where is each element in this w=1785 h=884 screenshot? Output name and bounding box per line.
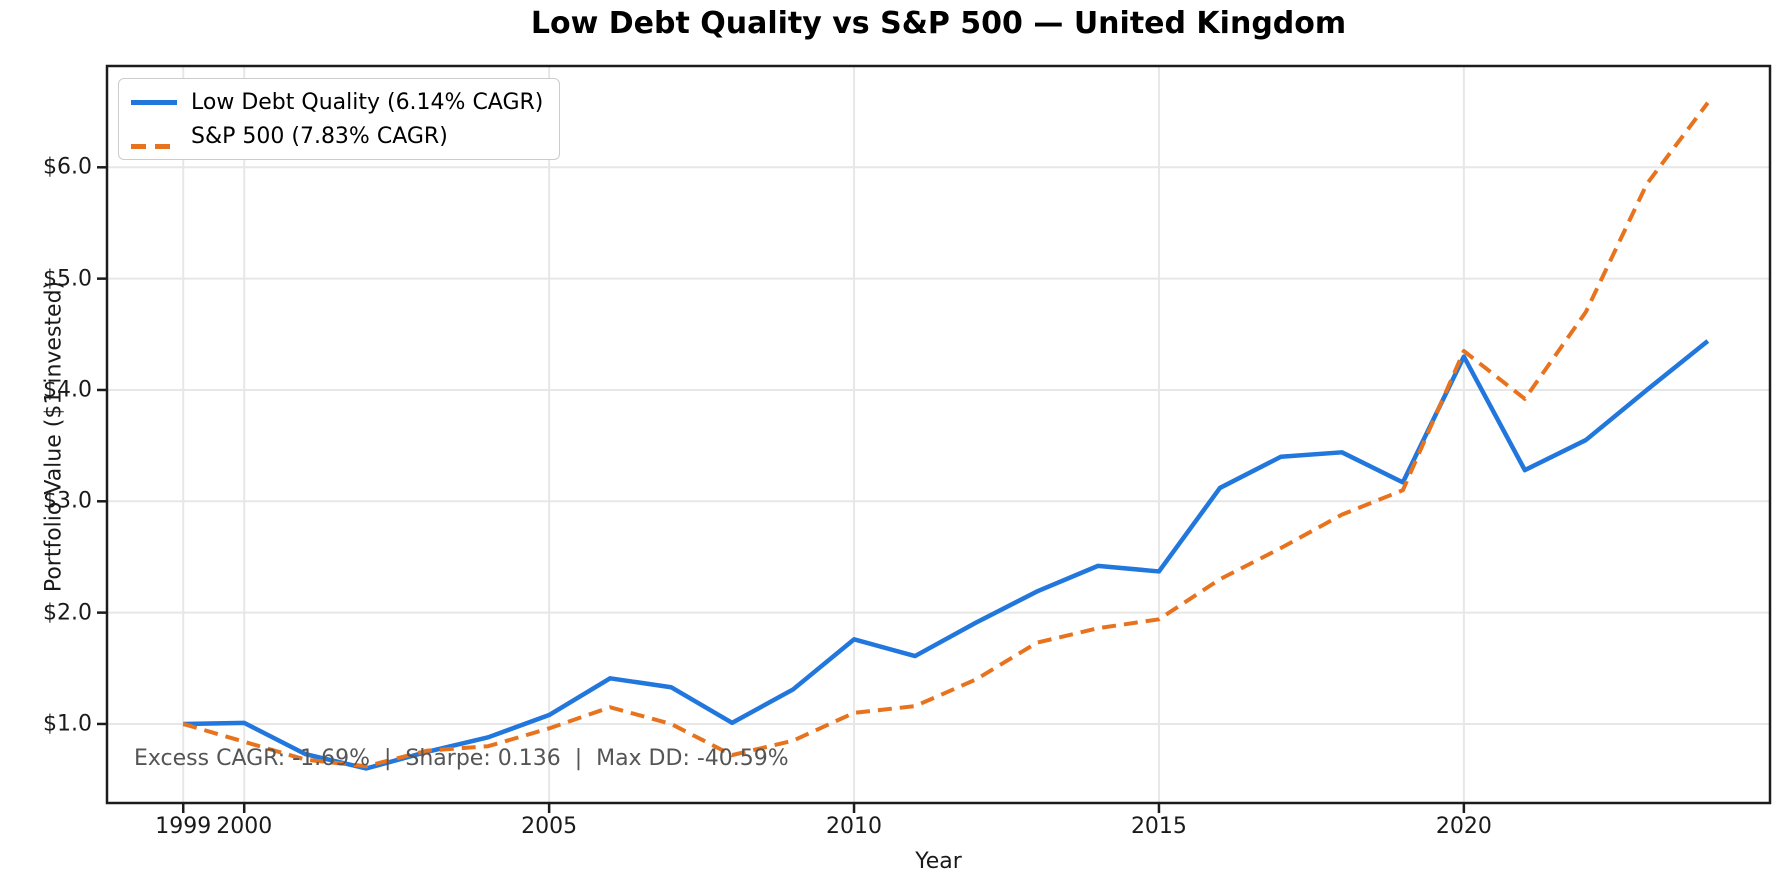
legend-swatch-dashed-line [131,134,177,149]
y-tick-label: $5.0 [43,266,92,292]
legend-item-sp500: S&P 500 (7.83% CAGR) [131,121,543,151]
stats-annotation: Excess CAGR: -1.69% | Sharpe: 0.136 | Ma… [134,746,789,771]
x-axis-label: Year [915,849,962,874]
x-tick-label: 2005 [521,814,578,839]
y-tick-label: $3.0 [43,488,92,514]
legend-label-low-debt-quality: Low Debt Quality (6.14% CAGR) [191,89,544,115]
x-tick-label: 2020 [1435,814,1492,839]
x-tick-label: 2015 [1130,814,1187,839]
y-tick-label: $1.0 [43,711,92,737]
plot-frame [105,64,1772,805]
x-tick-label: 2010 [826,814,883,839]
y-axis-label: Portfolio Value ($1 invested) [41,280,67,593]
y-tick-label: $6.0 [43,154,92,180]
y-tick-label: $2.0 [43,600,92,626]
y-tick-label: $4.0 [43,377,92,403]
legend-item-low-debt-quality: Low Debt Quality (6.14% CAGR) [131,87,543,117]
x-tick-label: 1999 [155,814,212,839]
legend-swatch-solid-line [131,99,177,105]
legend: Low Debt Quality (6.14% CAGR) S&P 500 (7… [118,78,561,160]
chart-title: Low Debt Quality vs S&P 500 — United Kin… [530,6,1347,41]
series-line-low-debt-quality [183,339,1710,771]
series-line-sp500 [182,101,1710,769]
x-tick-label: 2000 [216,814,273,839]
legend-label-sp500: S&P 500 (7.83% CAGR) [191,123,448,149]
